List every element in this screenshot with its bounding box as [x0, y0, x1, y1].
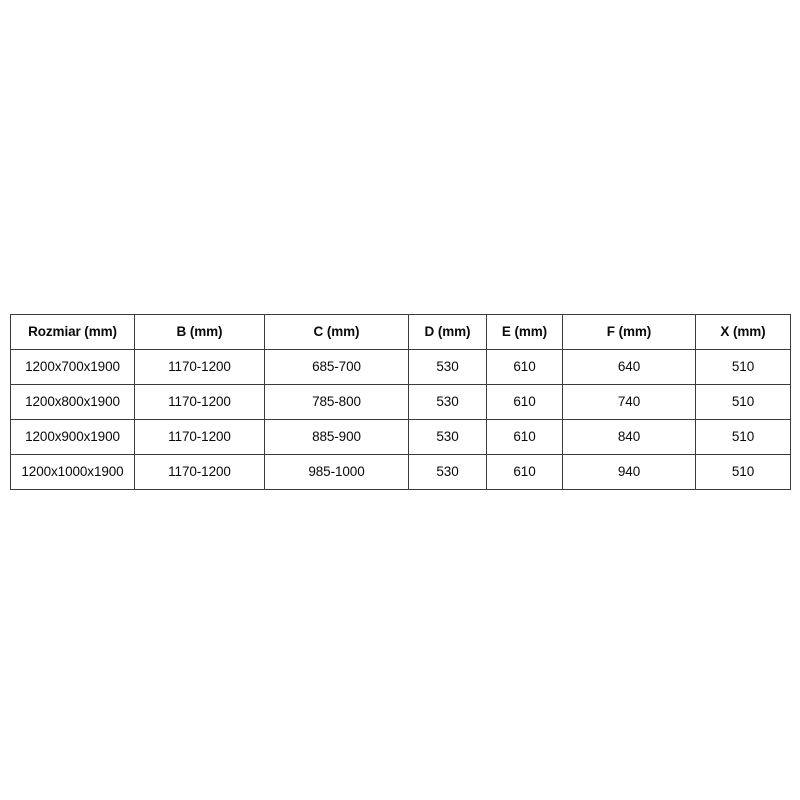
- column-header-c: C (mm): [264, 314, 409, 350]
- table-row: 1200x900x1900 1170-1200 885-900 530 610 …: [10, 419, 791, 455]
- table-row: 1200x700x1900 1170-1200 685-700 530 610 …: [10, 349, 791, 385]
- cell-d: 530: [408, 454, 487, 490]
- cell-c: 785-800: [264, 384, 409, 420]
- cell-c: 985-1000: [264, 454, 409, 490]
- table-body: 1200x700x1900 1170-1200 685-700 530 610 …: [10, 349, 791, 490]
- cell-x: 510: [695, 454, 791, 490]
- cell-e: 610: [486, 454, 563, 490]
- cell-b: 1170-1200: [134, 384, 265, 420]
- cell-rozmiar: 1200x700x1900: [10, 349, 135, 385]
- column-header-x: X (mm): [695, 314, 791, 350]
- cell-d: 530: [408, 349, 487, 385]
- specification-table: Rozmiar (mm) B (mm) C (mm) D (mm) E (mm)…: [10, 314, 791, 490]
- table-row: 1200x800x1900 1170-1200 785-800 530 610 …: [10, 384, 791, 420]
- cell-rozmiar: 1200x900x1900: [10, 419, 135, 455]
- cell-d: 530: [408, 419, 487, 455]
- table-row: 1200x1000x1900 1170-1200 985-1000 530 61…: [10, 454, 791, 490]
- column-header-e: E (mm): [486, 314, 563, 350]
- column-header-b: B (mm): [134, 314, 265, 350]
- cell-b: 1170-1200: [134, 349, 265, 385]
- cell-f: 640: [562, 349, 696, 385]
- column-header-f: F (mm): [562, 314, 696, 350]
- column-header-d: D (mm): [408, 314, 487, 350]
- table-header-row: Rozmiar (mm) B (mm) C (mm) D (mm) E (mm)…: [10, 314, 791, 350]
- cell-x: 510: [695, 349, 791, 385]
- cell-e: 610: [486, 349, 563, 385]
- cell-x: 510: [695, 419, 791, 455]
- cell-f: 940: [562, 454, 696, 490]
- cell-f: 740: [562, 384, 696, 420]
- cell-c: 885-900: [264, 419, 409, 455]
- specification-table-container: Rozmiar (mm) B (mm) C (mm) D (mm) E (mm)…: [10, 314, 791, 490]
- cell-e: 610: [486, 419, 563, 455]
- table-header: Rozmiar (mm) B (mm) C (mm) D (mm) E (mm)…: [10, 314, 791, 350]
- cell-e: 610: [486, 384, 563, 420]
- cell-d: 530: [408, 384, 487, 420]
- cell-rozmiar: 1200x800x1900: [10, 384, 135, 420]
- cell-x: 510: [695, 384, 791, 420]
- column-header-rozmiar: Rozmiar (mm): [10, 314, 135, 350]
- cell-c: 685-700: [264, 349, 409, 385]
- cell-b: 1170-1200: [134, 454, 265, 490]
- cell-rozmiar: 1200x1000x1900: [10, 454, 135, 490]
- cell-f: 840: [562, 419, 696, 455]
- cell-b: 1170-1200: [134, 419, 265, 455]
